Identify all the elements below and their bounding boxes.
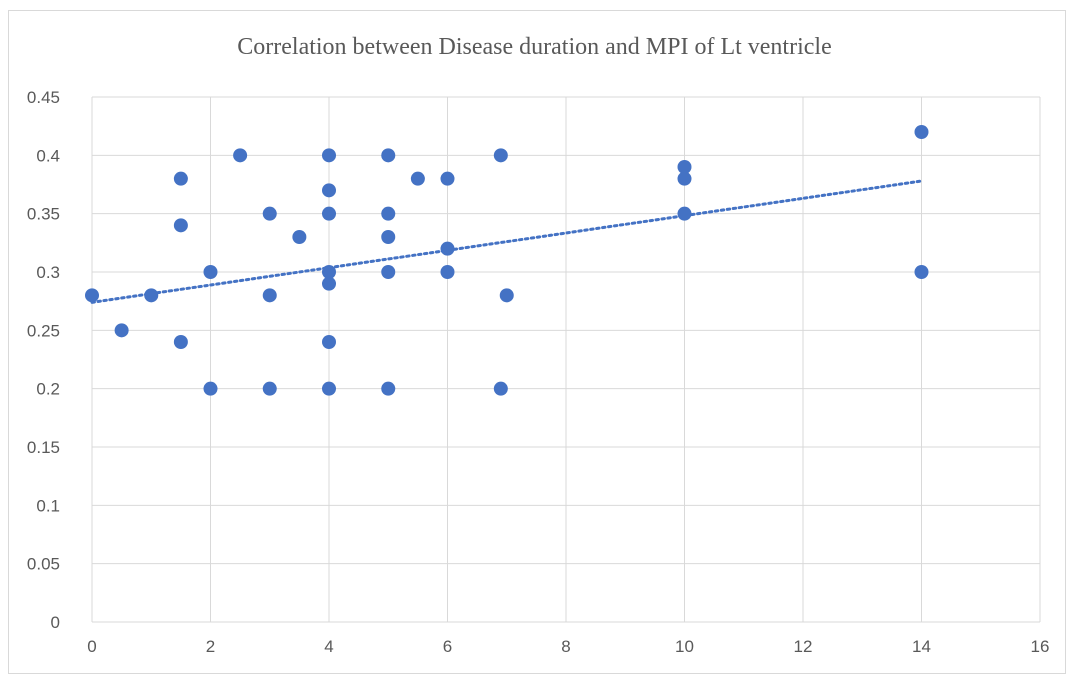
data-point [233,148,248,163]
y-tick-label: 0.25 [27,321,60,340]
data-point [262,288,277,303]
data-point [381,148,396,163]
x-tick-label: 14 [912,637,931,656]
data-point [322,206,336,221]
y-tick-label: 0 [51,613,60,632]
data-point [499,288,514,303]
data-point [203,381,218,396]
data-point [440,241,455,256]
grid [91,96,1041,623]
x-tick-label: 12 [794,637,813,656]
data-point [440,265,455,279]
data-point [381,265,396,279]
data-point [322,265,336,279]
trendline [90,179,923,304]
data-point [322,148,336,163]
x-tick-label: 10 [675,637,694,656]
y-tick-label: 0.35 [27,205,60,224]
data-point [914,125,929,139]
data-point [173,218,188,233]
data-point [292,230,307,244]
data-point [914,265,929,279]
x-tick-label: 6 [443,637,452,656]
y-tick-label: 0.05 [27,555,60,574]
data-point [114,323,129,338]
data-point [440,171,455,186]
data-point [493,381,508,396]
x-tick-label: 4 [324,637,333,656]
data-points [85,125,929,396]
data-point [322,381,336,396]
data-point [677,206,692,221]
axis-tick-labels: 0 2 4 6 8 10 12 14 16 0 0.05 0.1 0.15 0.2 0.25 0.3 0.35 0… [27,88,1050,656]
data-point [322,183,336,198]
y-tick-label: 0.45 [27,88,60,107]
data-point [381,381,396,396]
y-tick-label: 0.15 [27,438,60,457]
trendline-layer [90,179,923,304]
data-point [262,381,277,396]
data-point [144,288,159,303]
data-point [322,335,336,349]
data-point [410,171,425,186]
data-point [173,335,188,349]
data-point [173,171,188,186]
y-tick-label: 0.1 [36,496,60,515]
data-point [203,265,218,279]
data-point [677,160,692,174]
data-point [381,206,396,221]
x-tick-label: 8 [561,637,570,656]
y-tick-label: 0.3 [36,263,60,282]
x-tick-label: 2 [206,637,215,656]
data-point [381,230,396,244]
y-tick-label: 0.2 [36,380,60,399]
y-tick-label: 0.4 [36,146,60,165]
x-tick-label: 16 [1031,637,1050,656]
data-point [322,276,336,291]
data-point [85,288,99,303]
data-point [677,171,692,186]
data-point [493,148,508,163]
chart-title: Correlation between Disease duration and… [237,34,832,60]
data-point [262,206,277,221]
x-tick-label: 0 [87,637,96,656]
